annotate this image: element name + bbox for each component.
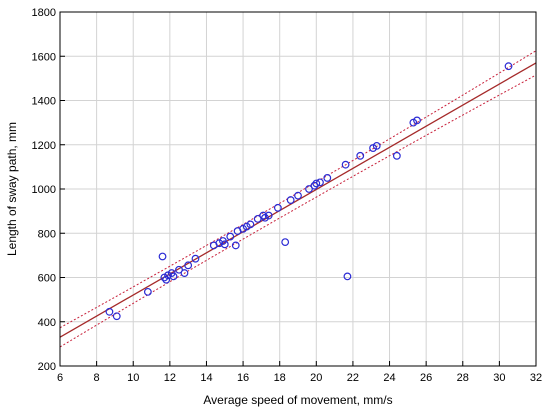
data-point [169,272,178,281]
grid [60,12,536,366]
x-tick-label: 32 [530,372,542,384]
data-point [356,151,365,160]
y-tick-labels: 200 400 600 800 1000 1200 1400 1600 1800 [32,7,56,373]
data-point [343,272,352,281]
data-point [253,214,262,223]
data-point [180,269,189,277]
y-tick-label: 600 [38,273,56,285]
x-tick-label: 12 [164,372,176,384]
data-point [323,174,332,182]
data-point [264,211,273,220]
fit-line [59,62,537,338]
y-axis-title: Length of sway path, mm [5,122,19,256]
data-point [392,151,401,160]
x-tick-label: 28 [457,372,469,384]
data-point [162,275,171,284]
x-tick-label: 8 [94,372,100,384]
data-point [246,220,255,229]
data-point [286,196,295,204]
x-tick-label: 24 [383,372,395,384]
y-tick-label: 1000 [32,184,56,196]
data-point [294,191,302,200]
y-tick-label: 200 [38,361,56,373]
data-point [143,287,152,296]
data-point [310,181,319,190]
data-point [112,312,121,321]
x-tick-label: 6 [57,372,63,384]
x-tick-label: 22 [347,372,359,384]
x-tick-label: 16 [237,372,249,384]
y-tick-label: 400 [38,317,56,329]
x-tick-labels: 6 8 10 12 14 16 18 20 22 24 26 28 30 32 [57,372,542,384]
data-point [305,185,313,193]
data-point [316,178,324,187]
data-point [281,238,290,247]
x-tick-label: 18 [274,372,286,384]
y-tick-label: 1800 [32,7,56,19]
tick-marks [59,11,537,367]
y-tick-label: 1400 [32,96,56,108]
data-point [504,62,513,71]
y-tick-label: 1200 [32,140,56,152]
data-point [413,116,421,125]
y-tick-label: 1600 [32,51,56,63]
y-tick-label: 800 [38,228,56,240]
data-point [184,261,193,270]
x-tick-label: 20 [310,372,322,384]
x-axis-title: Average speed of movement, mm/s [203,393,392,407]
x-tick-label: 14 [200,372,212,384]
confidence-lower-line [59,74,537,348]
data-point [175,265,183,274]
data-point [158,252,167,261]
data-points [105,62,513,321]
data-point [105,307,114,316]
data-point [231,241,240,250]
data-point [312,179,321,188]
data-point [341,160,350,169]
x-tick-label: 26 [420,372,432,384]
data-point [273,203,282,212]
data-point [220,240,229,249]
data-point [191,254,200,263]
x-tick-label: 30 [493,372,505,384]
data-point [226,232,235,241]
data-point [259,211,268,220]
regression-line [59,62,537,338]
x-tick-label: 10 [127,372,139,384]
data-point [372,141,381,150]
